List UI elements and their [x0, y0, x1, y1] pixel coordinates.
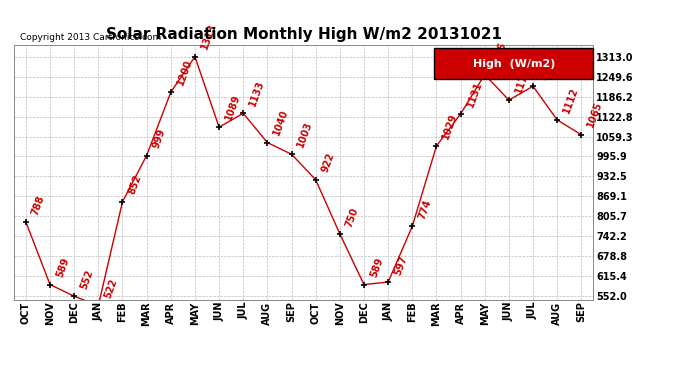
- Text: 750: 750: [344, 206, 360, 228]
- Title: Solar Radiation Monthly High W/m2 20131021: Solar Radiation Monthly High W/m2 201310…: [106, 27, 502, 42]
- Text: 1175: 1175: [513, 66, 532, 94]
- Text: 1065: 1065: [586, 100, 604, 129]
- Text: 1219: 1219: [538, 52, 556, 81]
- Text: High  (W/m2): High (W/m2): [473, 58, 555, 69]
- Text: 774: 774: [417, 198, 433, 220]
- Text: 589: 589: [55, 256, 71, 279]
- Text: Copyright 2013 Cartronics.com: Copyright 2013 Cartronics.com: [19, 33, 161, 42]
- Text: 1089: 1089: [224, 93, 242, 122]
- Text: 1029: 1029: [441, 112, 460, 140]
- Text: 1112: 1112: [562, 86, 580, 114]
- Text: 788: 788: [30, 194, 47, 216]
- FancyBboxPatch shape: [434, 48, 593, 80]
- Text: 1003: 1003: [296, 120, 315, 148]
- Text: 999: 999: [151, 128, 167, 150]
- Text: 852: 852: [127, 174, 144, 196]
- Text: 552: 552: [79, 268, 95, 291]
- Text: 1131: 1131: [465, 80, 484, 108]
- Text: 1040: 1040: [272, 108, 290, 137]
- Text: 589: 589: [368, 256, 385, 279]
- Text: 922: 922: [320, 152, 336, 174]
- Text: 1313: 1313: [199, 22, 218, 51]
- Text: 522: 522: [103, 278, 119, 300]
- Text: 597: 597: [393, 254, 408, 276]
- Text: 1200: 1200: [175, 58, 194, 87]
- Text: 1133: 1133: [248, 79, 266, 108]
- Text: 1256: 1256: [489, 40, 508, 69]
